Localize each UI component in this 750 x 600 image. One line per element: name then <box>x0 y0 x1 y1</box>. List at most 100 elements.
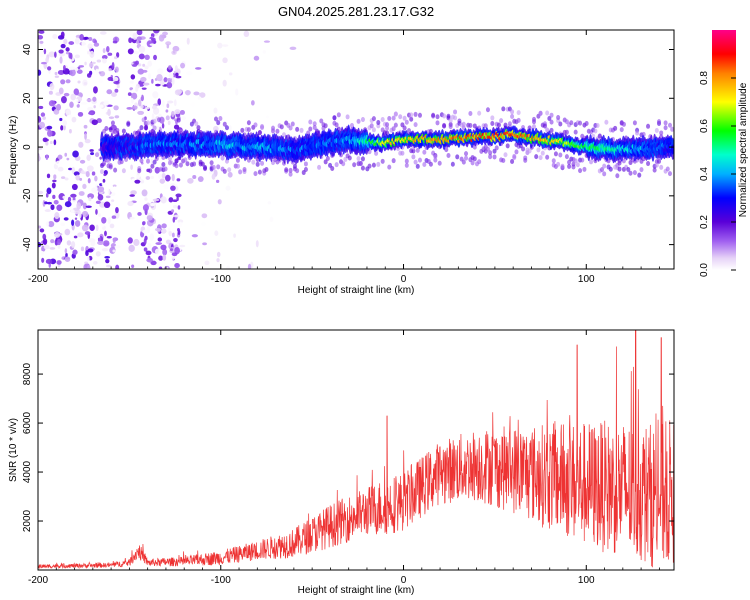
spectrogram-halo <box>608 166 613 172</box>
spectrogram-halo <box>417 157 422 163</box>
snr-x-ticks: -200 -100 0 100 <box>28 330 660 586</box>
spectrogram-speckle <box>171 232 175 238</box>
spectrogram-speckle <box>102 47 106 54</box>
spectrogram-x-tick-label: -100 <box>211 274 231 285</box>
spectrogram-halo <box>657 158 662 164</box>
spectrogram-halo <box>496 122 501 128</box>
spectrogram-speckle <box>75 98 79 105</box>
spectrogram-halo <box>415 147 420 153</box>
spectrogram-speckle <box>160 196 167 204</box>
spectrogram-speckle <box>175 72 179 77</box>
spectrogram-speckle <box>113 105 119 111</box>
spectrogram-speckle <box>167 127 171 134</box>
spectrogram-speckle <box>99 104 104 108</box>
spectrogram-halo <box>446 153 451 159</box>
colorbar-tick-label: 0.8 <box>699 71 710 85</box>
spectrogram-speckle <box>150 260 157 266</box>
spectrogram-halo <box>380 158 385 164</box>
spectrogram-halo <box>501 106 506 112</box>
spectrogram-halo <box>415 163 420 169</box>
spectrogram-speckle <box>97 194 104 201</box>
spectrogram-speckle <box>152 91 159 99</box>
spectrogram-speckle <box>84 61 87 66</box>
spectrogram-speckle <box>137 211 142 216</box>
spectrogram-speckle <box>89 224 95 231</box>
spectrogram-speckle <box>95 208 98 215</box>
spectrogram-speckle <box>83 166 88 172</box>
spectrogram-speckle <box>113 56 118 60</box>
spectrogram-halo <box>485 146 490 152</box>
spectrogram-speckle <box>111 199 115 202</box>
spectrogram-halo <box>527 125 532 131</box>
spectrogram-speckle <box>144 65 149 70</box>
spectrogram-speckle <box>222 57 228 64</box>
spectrogram-speckle <box>222 79 227 87</box>
spectrogram-speckle <box>172 45 180 52</box>
spectrogram-halo <box>387 164 392 170</box>
spectrogram-speckle <box>186 37 190 45</box>
spectrogram-halo <box>413 159 418 165</box>
spectrogram-speckle <box>76 104 80 108</box>
spectrogram-speckle <box>103 101 109 106</box>
spectrogram-speckle <box>174 109 181 115</box>
spectrogram-halo <box>501 158 506 164</box>
spectrogram-speckle <box>58 49 64 54</box>
spectrogram-speckle <box>115 206 119 214</box>
spectrogram-halo <box>376 120 381 126</box>
spectrogram-halo <box>628 170 633 176</box>
spectrogram-halo <box>376 161 381 167</box>
spectrogram-halo <box>119 159 124 165</box>
spectrogram-speckle <box>168 230 173 237</box>
spectrogram-speckle <box>106 45 110 53</box>
spectrogram-halo <box>542 123 547 129</box>
spectrogram-speckle <box>107 76 114 81</box>
spectrogram-speckle <box>156 73 163 82</box>
spectrogram-speckle <box>38 30 45 34</box>
spectrogram-halo <box>398 114 403 120</box>
spectrogram-speckle <box>95 224 99 232</box>
spectrogram-halo <box>564 154 569 160</box>
spectrogram-halo <box>551 158 556 164</box>
spectrogram-speckle <box>38 143 41 146</box>
spectrogram-speckle <box>128 244 135 252</box>
spectrogram-speckle <box>201 213 208 219</box>
spectrogram-speckle <box>170 255 176 260</box>
spectrogram-halo <box>121 128 126 134</box>
spectrogram-speckle <box>133 238 140 247</box>
spectrogram-halo <box>238 169 243 175</box>
spectrogram-speckle <box>87 43 93 50</box>
spectrogram-speckle <box>104 230 107 237</box>
spectrogram-speckle <box>77 66 81 70</box>
spectrogram-speckle <box>136 40 139 44</box>
spectrogram-halo <box>167 156 172 162</box>
spectrogram-speckle <box>68 52 72 59</box>
spectrogram-speckle <box>48 90 53 95</box>
spectrogram-speckle <box>178 221 183 228</box>
spectrogram-halo <box>428 161 433 167</box>
spectrogram-halo <box>279 124 284 130</box>
spectrogram-speckle <box>41 250 45 256</box>
spectrogram-halo <box>521 146 526 152</box>
spectrogram-halo <box>303 161 308 167</box>
spectrogram-halo <box>152 159 157 165</box>
colorbar: 0.0 0.2 0.4 0.6 0.8 Normalized spectral ampl… <box>699 30 749 277</box>
spectrogram-speckle <box>90 152 95 156</box>
spectrogram-speckle <box>74 37 80 45</box>
snr-y-tick-label: 4000 <box>22 460 33 483</box>
spectrogram-speckle <box>64 256 71 262</box>
spectrogram-halo <box>578 120 583 126</box>
spectrogram-speckle <box>53 174 57 180</box>
spectrogram-speckle <box>154 227 161 232</box>
spectrogram-speckle <box>146 215 153 221</box>
spectrogram-speckle <box>152 105 157 110</box>
spectrogram-halo <box>670 126 674 132</box>
spectrogram-speckle <box>187 178 194 184</box>
spectrogram-halo <box>312 125 317 131</box>
spectrogram-speckle <box>130 190 137 195</box>
spectrogram-speckle <box>197 96 202 100</box>
spectrogram-halo <box>472 156 477 162</box>
spectrogram-halo <box>192 161 197 167</box>
spectrogram-speckle <box>105 195 111 199</box>
spectrogram-speckle <box>74 217 78 220</box>
colorbar-label: Normalized spectral amplitude <box>738 82 749 217</box>
